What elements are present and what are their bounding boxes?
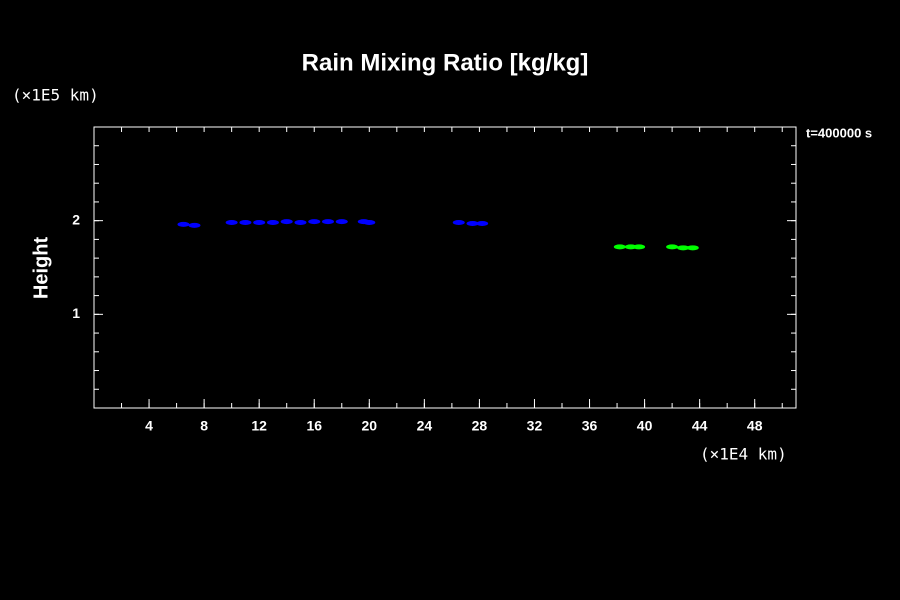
data-blob [466, 220, 479, 226]
x-tick-label: 28 [472, 418, 488, 434]
y-tick-label: 2 [72, 211, 80, 227]
data-blob [322, 219, 334, 225]
x-tick-label: 20 [362, 418, 378, 434]
x-tick-label: 8 [200, 418, 208, 434]
x-tick-label: 16 [306, 418, 322, 434]
data-blob [613, 244, 626, 250]
y-unit: (×1E5 km) [12, 86, 99, 105]
data-blob [188, 222, 201, 228]
data-blob [294, 220, 307, 226]
x-tick-label: 12 [251, 418, 267, 434]
data-blob [476, 220, 489, 226]
x-tick-label: 24 [417, 418, 433, 434]
plot-frame [93, 126, 797, 409]
data-blob [452, 220, 465, 226]
data-blob [253, 220, 266, 226]
x-tick-label: 48 [747, 418, 763, 434]
data-blob [239, 220, 252, 226]
data-blob [677, 245, 690, 251]
x-tick-label: 44 [692, 418, 708, 434]
y-axis-label: Height [30, 237, 52, 300]
data-blob [335, 219, 348, 225]
data-blob [624, 244, 637, 250]
data-blob [686, 245, 699, 251]
data-blob [177, 221, 190, 227]
x-tick-label: 36 [582, 418, 598, 434]
data-blob [363, 220, 376, 226]
x-tick-label: 40 [637, 418, 653, 434]
y-tick-label: 1 [72, 305, 80, 321]
x-tick-label: 4 [145, 418, 153, 434]
x-unit: (×1E4 km) [700, 445, 787, 464]
data-blob [225, 220, 238, 226]
data-blob [266, 220, 279, 226]
data-blob [633, 244, 646, 250]
annotation: t=400000 s [806, 125, 872, 140]
chart-title: Rain Mixing Ratio [kg/kg] [302, 49, 589, 76]
data-blob [280, 219, 293, 225]
data-blob [308, 219, 321, 225]
data-blob [666, 244, 679, 250]
x-tick-label: 32 [527, 418, 543, 434]
